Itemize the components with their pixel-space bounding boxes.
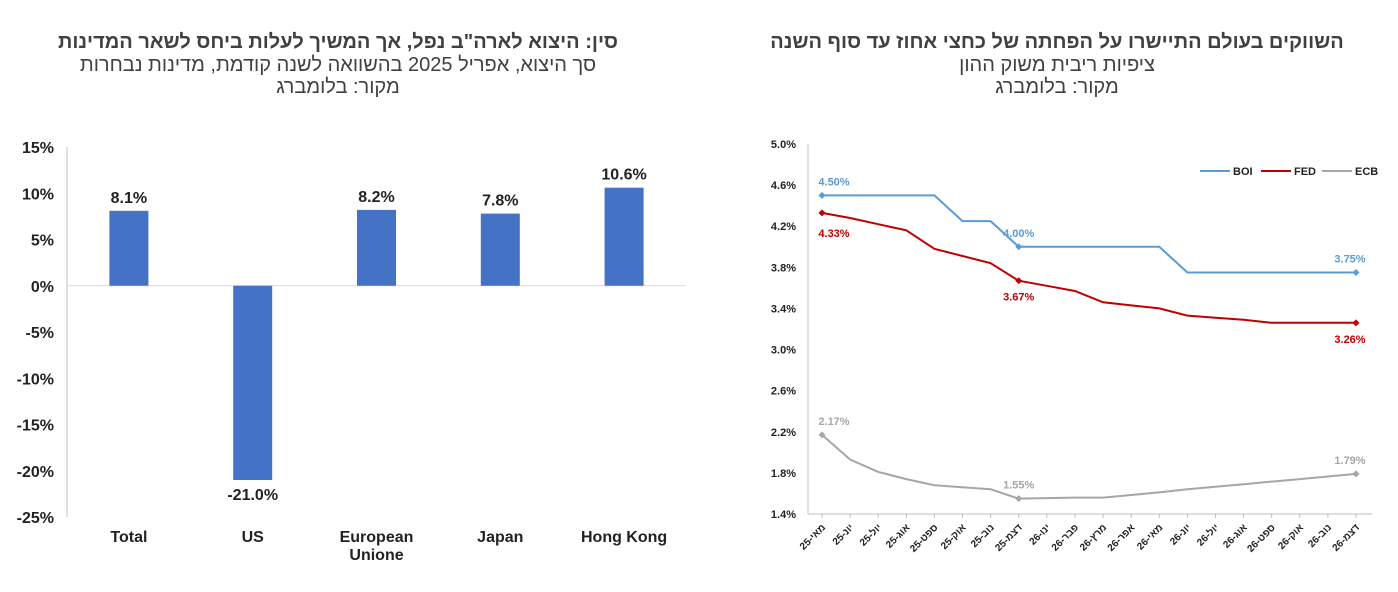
category-label: Total [110,529,147,546]
x-tick-label: דצמ-25 [993,522,1025,554]
y-tick-label: 3.0% [771,345,796,357]
y-tick-label: 3.4% [771,303,796,315]
bar [357,209,396,286]
bar-chart-panel: סין: היצוא לארה"ב נפל, אך המשיך לעלות בי… [0,30,688,564]
y-tick-label: -10% [17,371,54,388]
bar-data-label: 8.1% [111,190,147,207]
category-label: Japan [477,529,523,546]
point-marker [1015,277,1023,285]
point-marker [818,431,826,439]
point-data-label: 1.79% [1334,455,1365,467]
y-tick-label: 3.8% [771,262,796,274]
bar [604,187,644,286]
y-tick-label: 15% [22,140,54,157]
point-data-label: 4.00% [1003,228,1034,240]
point-marker [1015,243,1023,251]
line-chart-title: השווקים בעולם התיישרו על הפחתה של כחצי א… [770,31,1344,53]
point-data-label: 1.55% [1003,480,1034,492]
line-chart-titles: השווקים בעולם התיישרו על הפחתה של כחצי א… [708,30,1398,98]
y-tick-label: 4.2% [771,221,796,233]
point-data-label: 4.33% [818,228,849,240]
y-tick-label: 5% [31,233,54,250]
series-line-ecb [821,434,1357,500]
y-tick-label: -20% [17,464,54,481]
x-tick-label: ינו-26 [1028,522,1053,547]
x-tick-label: יול-26 [1195,522,1222,549]
x-tick-label: ספט-26 [1245,522,1277,554]
x-tick-label: יונ-25 [831,522,856,547]
y-tick-label: -5% [26,325,54,342]
legend-label: ECB [1355,166,1378,178]
point-marker [1352,268,1360,276]
y-tick-label: 1.8% [771,468,796,480]
bar-data-label: 7.8% [482,193,518,210]
y-tick-label: 1.4% [771,509,796,521]
point-data-label: 3.26% [1334,334,1365,346]
bar-chart-title: סין: היצוא לארה"ב נפל, אך המשיך לעלות בי… [58,31,618,53]
point-marker [818,209,826,217]
bar [109,210,149,286]
point-data-label: 3.75% [1334,253,1365,265]
y-tick-label: 4.6% [771,180,796,192]
x-tick-label: יול-25 [857,522,884,549]
y-tick-label: 2.6% [771,386,796,398]
bar-chart-subtitle: סך היצוא, אפריל 2025 בהשוואה לשנה קודמת,… [79,54,597,76]
bar-data-label: -21.0% [227,487,278,504]
x-tick-label: מאי-26 [1135,522,1165,552]
bar [233,285,273,480]
point-marker [1352,319,1360,327]
bar-chart-source: מקור: בלומברג [276,76,400,98]
bar-data-label: 8.2% [358,189,394,206]
series-line-boi [822,194,1356,274]
x-tick-label: פבר-26 [1050,522,1081,553]
y-tick-label: -25% [17,510,54,527]
category-label: Unione [349,547,403,564]
point-data-label: 4.50% [818,176,849,188]
line-chart-subtitle: ציפיות ריבית משוק ההון [959,54,1155,76]
bar-chart: -25% -20% -15% -10% -5% 0% 5% 10% 15% 8.1% Total -2… [17,140,686,564]
legend-label: BOI [1233,166,1253,178]
bar-data-label: 10.6% [601,167,646,184]
category-label: European [340,529,414,546]
point-marker [1352,470,1360,478]
bar-chart-titles: סין: היצוא לארה"ב נפל, אך המשיך לעלות בי… [0,30,688,98]
x-tick-label: ספט-25 [908,522,940,554]
x-tick-label: אפר-26 [1106,522,1138,554]
x-tick-label: מאי-25 [798,522,828,552]
point-marker [1015,495,1023,503]
x-tick-label: יונ-26 [1168,522,1193,547]
line-chart-source: מקור: בלומברג [995,76,1119,98]
point-marker [818,191,826,199]
category-label: Hong Kong [581,529,667,546]
line-chart-panel: השווקים בעולם התיישרו על הפחתה של כחצי א… [700,0,1398,592]
legend-label: FED [1294,166,1316,178]
y-tick-label: 0% [31,279,54,296]
y-tick-label: -15% [17,418,54,435]
y-tick-label: 2.2% [771,427,796,439]
x-tick-label: מרץ-26 [1078,522,1109,553]
x-tick-label: דצמ-26 [1331,522,1363,554]
x-tick-label: אוק-25 [939,522,969,552]
line-chart: 1.4% 1.8% 2.2% 2.6% 3.0% 3.4% 3.8% 4.2% 4.6% 5.0%… [771,139,1378,555]
x-tick-label: אוק-26 [1276,522,1306,552]
y-tick-label: 10% [22,186,54,203]
category-label: US [242,529,265,546]
series-line-fed [821,211,1356,324]
y-tick-label: 5.0% [771,139,796,151]
bar [480,213,520,286]
point-data-label: 2.17% [818,416,849,428]
point-data-label: 3.67% [1003,292,1034,304]
